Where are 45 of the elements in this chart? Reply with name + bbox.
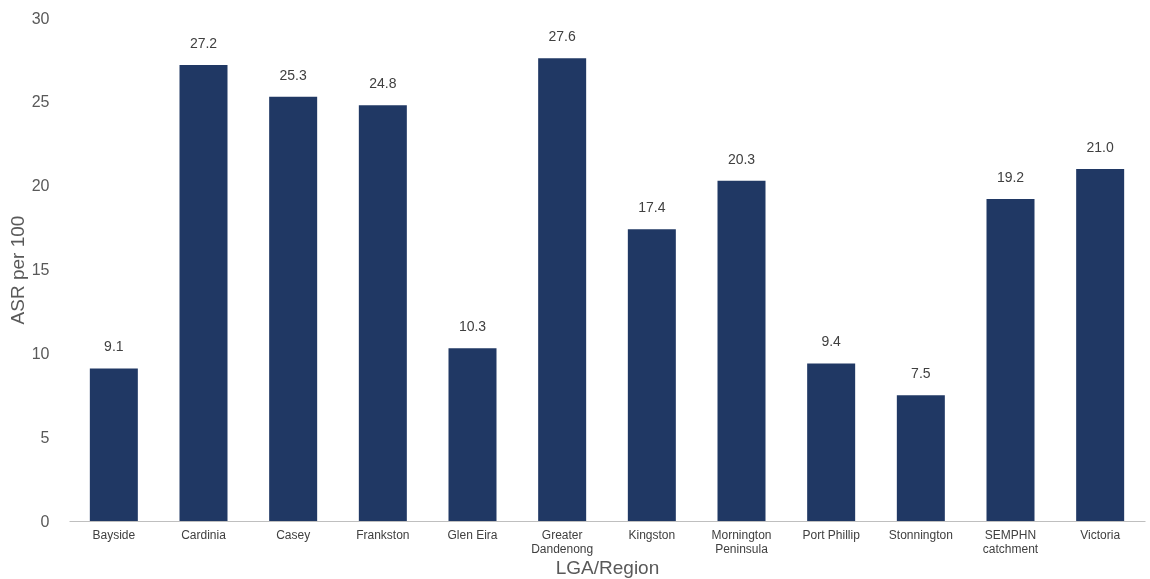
bar [448, 348, 497, 521]
data-label: 27.6 [548, 28, 576, 45]
x-axis-title: LGA/Region [555, 556, 660, 578]
x-tick-label: Bayside [92, 527, 136, 542]
x-tick-label: SEMPHN catchment [982, 527, 1039, 556]
x-tick-label: Stonnington [888, 527, 953, 542]
data-label: 25.3 [279, 66, 307, 83]
data-label: 24.8 [369, 75, 397, 92]
bar [1076, 168, 1125, 521]
x-tick-label: Greater Dandenong [531, 527, 594, 556]
y-tick-label: 20 [31, 177, 50, 195]
y-tick-label: 0 [40, 512, 50, 530]
y-tick-label: 15 [31, 261, 50, 278]
y-tick-label: 30 [31, 9, 50, 27]
data-label: 7.5 [911, 365, 931, 382]
data-label: 17.4 [638, 199, 666, 216]
bar [717, 180, 766, 521]
data-label: 10.3 [458, 318, 487, 335]
x-tick-label: Glen Eira [447, 527, 498, 542]
data-label: 9.1 [104, 338, 124, 355]
y-tick-label: 25 [31, 93, 50, 111]
data-label: 21.0 [1086, 138, 1114, 155]
x-tick-label: Port Phillip [802, 527, 861, 542]
bar [179, 64, 228, 521]
y-axis-title: ASR per 100 [6, 215, 28, 325]
bar [89, 368, 138, 521]
data-label: 27.2 [189, 34, 218, 51]
x-tick-label: Frankston [356, 527, 410, 542]
x-tick-label: Casey [276, 527, 311, 542]
bar [358, 105, 407, 521]
bar [269, 96, 318, 521]
x-tick-label: Kingston [628, 527, 676, 542]
y-tick-label: 5 [40, 428, 50, 446]
data-label: 9.4 [821, 333, 842, 350]
bar [538, 58, 587, 521]
bar [807, 363, 856, 521]
bar [627, 229, 676, 521]
y-tick-label: 10 [31, 344, 50, 362]
bar [986, 199, 1035, 521]
x-tick-label: Victoria [1080, 527, 1121, 542]
x-tick-label: Mornington Peninsula [711, 527, 772, 556]
x-tick-label: Cardinia [181, 527, 227, 542]
bar [896, 395, 945, 521]
data-label: 19.2 [996, 169, 1025, 186]
data-label: 20.3 [727, 150, 756, 167]
